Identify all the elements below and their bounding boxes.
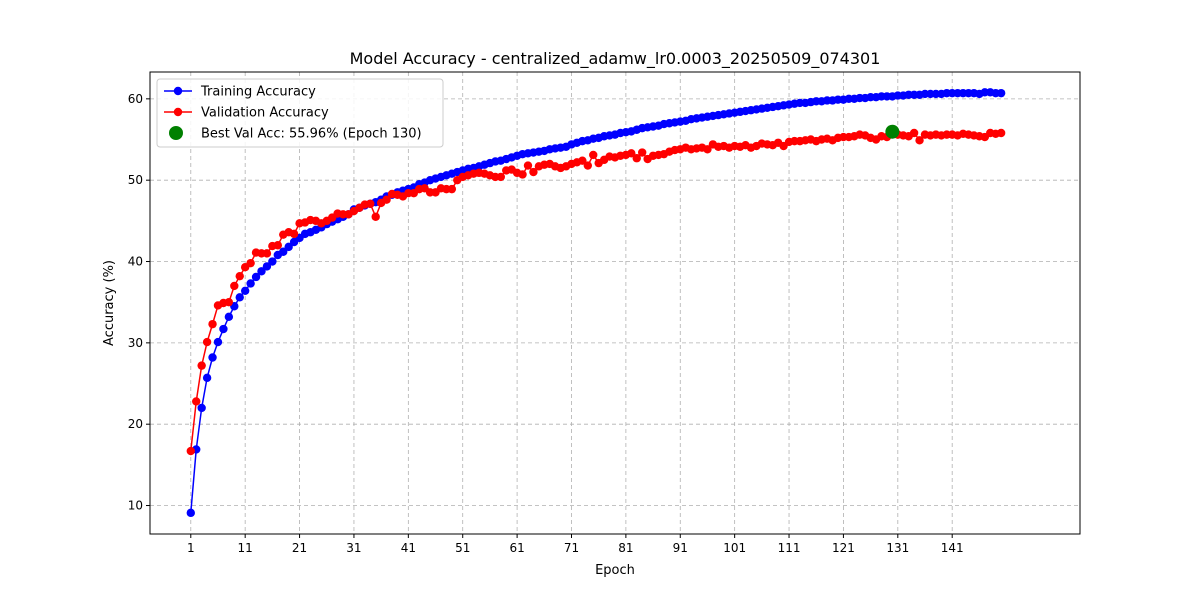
training-accuracy-point — [235, 293, 244, 302]
validation-accuracy-point — [496, 172, 505, 182]
legend-best-val-label: Best Val Acc: 55.96% (Epoch 130) — [201, 127, 422, 142]
x-tick-label: 11 — [238, 541, 253, 555]
x-tick-label: 41 — [401, 541, 416, 555]
validation-accuracy-point — [447, 184, 457, 194]
annotation-layer — [885, 124, 900, 139]
validation-accuracy-point — [235, 271, 244, 281]
validation-accuracy-point — [909, 128, 919, 138]
validation-accuracy-point — [273, 241, 283, 250]
x-tick-label: 121 — [832, 541, 855, 555]
best-val-marker — [885, 124, 900, 139]
legend: Training Accuracy Validation Accuracy Best… — [156, 78, 444, 148]
x-axis-label: Epoch — [595, 563, 635, 578]
x-tick-label: 31 — [346, 541, 361, 555]
training-accuracy-point — [257, 267, 266, 276]
training-accuracy-point — [208, 353, 217, 362]
x-tick-label: 131 — [886, 541, 909, 555]
legend-training-accuracy-label: Training Accuracy — [200, 85, 316, 100]
x-tick-label: 71 — [564, 541, 579, 555]
validation-accuracy-line — [190, 130, 1002, 452]
training-accuracy-point — [284, 242, 293, 252]
training-accuracy-point — [202, 373, 212, 383]
y-axis-label: Accuracy (%) — [102, 260, 117, 346]
training-accuracy-point — [251, 272, 261, 282]
chart-title: Model Accuracy - centralized_adamw_lr0.0… — [350, 49, 881, 69]
legend-validation-accuracy-label: Validation Accuracy — [201, 106, 329, 121]
legend-validation-accuracy-marker — [173, 107, 183, 117]
validation-accuracy-point — [627, 149, 636, 158]
validation-accuracy-point — [382, 195, 391, 204]
x-tick-label: 141 — [941, 541, 964, 555]
validation-accuracy-point — [996, 128, 1006, 138]
validation-accuracy-point — [518, 170, 527, 179]
legend-training-accuracy-marker — [173, 86, 183, 96]
training-accuracy-point — [240, 286, 250, 295]
training-accuracy-point — [213, 337, 223, 347]
plot-frame — [149, 71, 1081, 535]
y-tick-label: 50 — [128, 173, 143, 187]
y-tick-label: 60 — [128, 92, 143, 106]
legend-box — [156, 78, 444, 148]
validation-accuracy-point — [197, 361, 206, 370]
legend-best-val-marker — [169, 126, 183, 140]
validation-accuracy-point — [523, 161, 533, 170]
training-accuracy-point — [279, 247, 288, 256]
validation-accuracy-point — [578, 156, 587, 165]
x-tick-label: 1 — [187, 541, 195, 555]
validation-accuracy-point — [589, 150, 598, 160]
validation-accuracy-point — [371, 212, 380, 221]
training-accuracy-point — [996, 88, 1006, 98]
validation-accuracy-point — [915, 136, 924, 145]
x-tick-label: 91 — [673, 541, 688, 555]
training-accuracy-point — [268, 257, 277, 266]
training-accuracy-point — [246, 279, 255, 288]
validation-accuracy-point — [366, 199, 375, 208]
training-accuracy-point — [197, 403, 206, 413]
training-accuracy-point — [219, 324, 228, 334]
validation-accuracy-point — [202, 337, 212, 347]
validation-accuracy-point — [289, 229, 299, 239]
y-tick-label: 20 — [128, 417, 143, 431]
x-tick-label: 61 — [509, 541, 524, 555]
validation-accuracy-point — [230, 281, 239, 291]
validation-accuracy-point — [262, 249, 272, 258]
training-accuracy-point — [224, 312, 234, 322]
training-accuracy-point — [262, 262, 272, 271]
x-tick-label: 111 — [778, 541, 801, 555]
x-tick-label: 51 — [455, 541, 470, 555]
validation-accuracy-point — [703, 145, 712, 154]
x-tick-label: 21 — [292, 541, 307, 555]
validation-accuracy-point — [208, 319, 217, 329]
validation-accuracy-point — [246, 258, 255, 268]
x-tick-label: 101 — [723, 541, 746, 555]
ticks-layer: 1 11 21 31 41 51 61 71 81 91 101 111 121 131 141102030… — [128, 92, 964, 555]
validation-accuracy-point — [186, 446, 195, 456]
validation-accuracy-point — [192, 397, 201, 406]
validation-accuracy-point — [583, 161, 593, 170]
y-tick-label: 10 — [128, 499, 143, 513]
training-accuracy-point — [186, 508, 195, 518]
validation-accuracy-point — [224, 297, 234, 307]
series-layer — [186, 88, 1006, 518]
validation-accuracy-point — [637, 148, 647, 157]
validation-accuracy-point — [632, 154, 641, 163]
y-tick-label: 40 — [128, 255, 143, 269]
x-tick-label: 81 — [618, 541, 633, 555]
y-tick-label: 30 — [128, 336, 143, 350]
validation-accuracy-point — [529, 167, 538, 177]
